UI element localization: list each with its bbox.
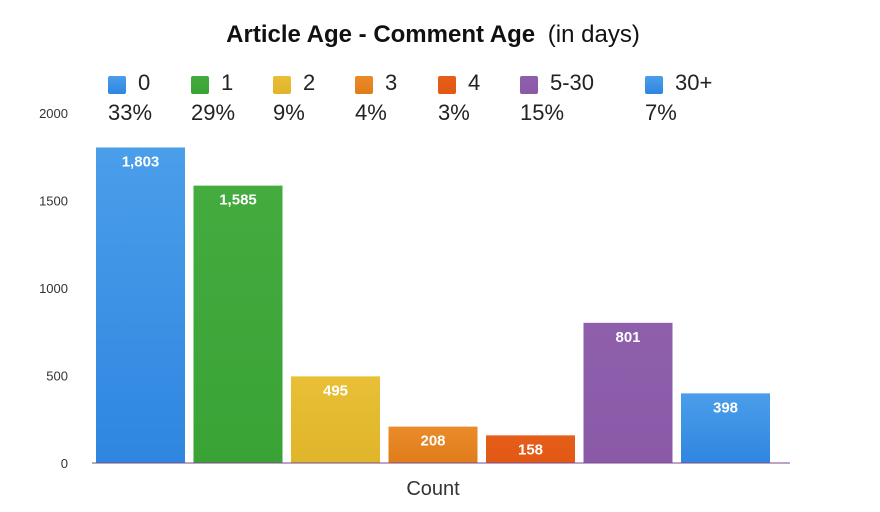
legend-swatch xyxy=(438,76,456,94)
bar-value-label: 208 xyxy=(420,433,445,450)
legend-swatch xyxy=(355,76,373,94)
legend-percent: 29% xyxy=(191,100,236,125)
bar-1 xyxy=(193,185,283,463)
legend-percent: 33% xyxy=(108,100,153,125)
legend-label: 4 xyxy=(468,70,481,95)
legend-percent: 3% xyxy=(438,100,470,125)
y-tick-label: 1500 xyxy=(39,194,68,209)
y-tick-label: 0 xyxy=(61,456,68,471)
legend-label: 1 xyxy=(221,70,234,95)
legend-label: 0 xyxy=(138,70,151,95)
y-tick-label: 500 xyxy=(46,369,68,384)
legend-label: 30+ xyxy=(675,70,713,95)
bar-value-label: 1,585 xyxy=(219,192,257,209)
legend: 0 33% 1 29% 2 9% 3 4% 4 3% 5-30 15% 30+ 7% xyxy=(108,70,828,130)
y-tick-label: 2000 xyxy=(39,106,68,121)
chart-title-suffix: (in days) xyxy=(548,21,640,48)
bars: 1,803 1,585 495 208 158 801 398 xyxy=(96,147,770,463)
bar-2 xyxy=(291,376,380,463)
y-tick-label: 1000 xyxy=(39,281,68,296)
bar-3 xyxy=(388,426,478,463)
legend-percent: 4% xyxy=(355,100,387,125)
legend-swatch xyxy=(273,76,291,94)
x-axis-label: Count xyxy=(406,478,460,500)
bar-value-label: 495 xyxy=(323,382,348,399)
chart-title-main: Article Age - Comment Age xyxy=(226,21,535,48)
bar-30+ xyxy=(681,393,770,463)
legend-label: 2 xyxy=(303,70,316,95)
legend-percent: 9% xyxy=(273,100,305,125)
legend-swatch xyxy=(645,76,663,94)
bar-value-label: 801 xyxy=(615,329,640,346)
legend-percent: 15% xyxy=(520,100,565,125)
legend-swatch xyxy=(108,76,126,94)
y-axis: 0 500 1000 1500 2000 xyxy=(39,106,68,471)
bar-value-label: 158 xyxy=(518,441,543,458)
legend-label: 5-30 xyxy=(550,70,595,95)
legend-swatch xyxy=(520,76,538,94)
legend-percent: 7% xyxy=(645,100,677,125)
legend-swatch xyxy=(191,76,209,94)
bar-value-label: 1,803 xyxy=(122,153,160,170)
legend-label: 3 xyxy=(385,70,398,95)
chart-title: Article Age - Comment Age (in days) xyxy=(226,21,640,48)
bar-0 xyxy=(96,147,185,463)
bar-value-label: 398 xyxy=(713,399,738,416)
bar-4 xyxy=(486,435,575,463)
bar-5-30 xyxy=(583,322,673,463)
